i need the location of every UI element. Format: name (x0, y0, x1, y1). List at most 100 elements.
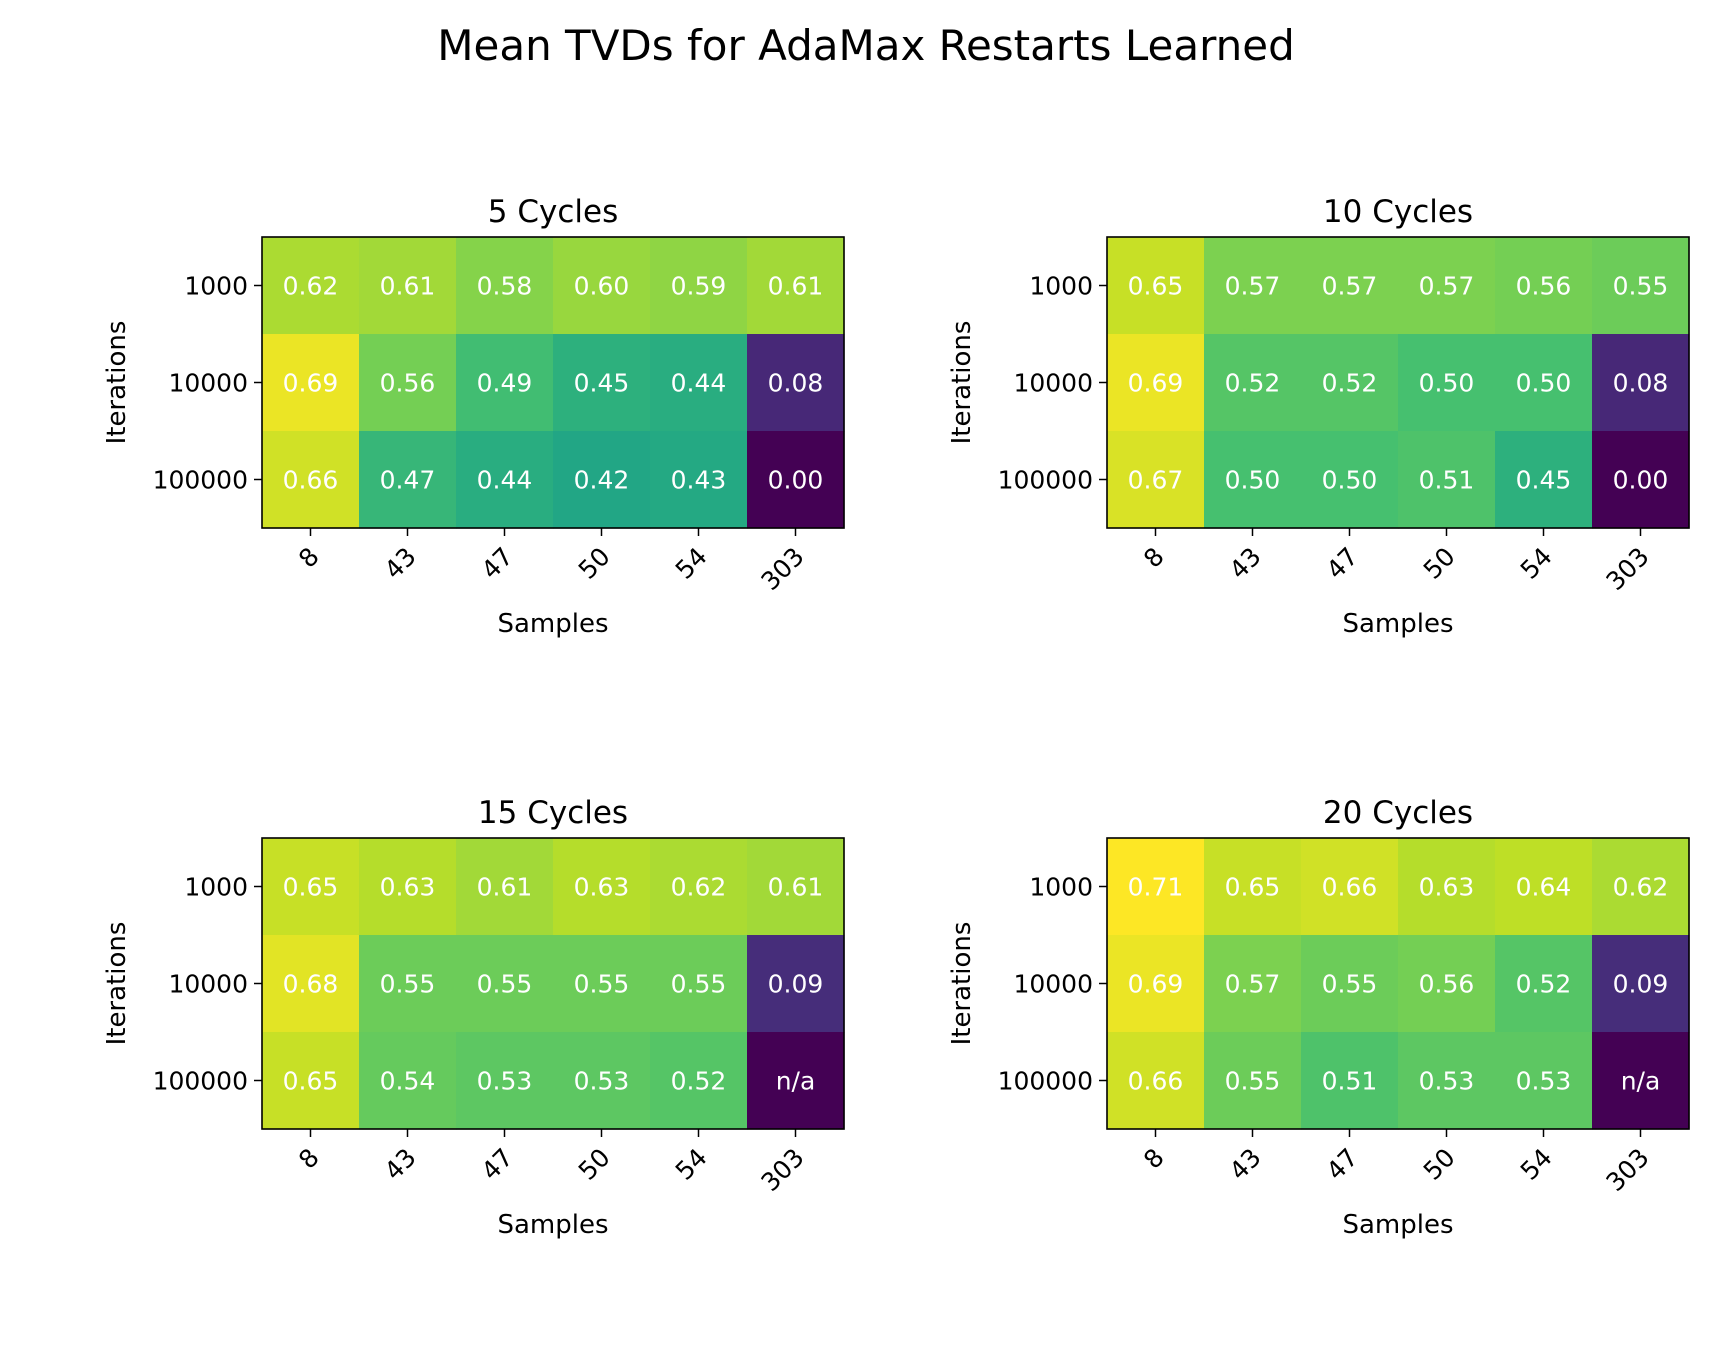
cell-label: 0.50 (1516, 369, 1572, 398)
x-tick-label: 50 (1418, 542, 1461, 585)
heatmap-cell (359, 935, 457, 1033)
cell-label: 0.65 (283, 1067, 339, 1096)
heatmap-cell (650, 838, 748, 936)
cell-label: 0.65 (1128, 272, 1184, 301)
x-tick-label: 47 (476, 1143, 519, 1186)
x-tick-label: 8 (1138, 542, 1170, 574)
cell-label: 0.44 (671, 369, 727, 398)
x-tick-label: 43 (1224, 1143, 1267, 1186)
heatmap-cell (747, 237, 845, 335)
heatmap-cell (1398, 431, 1496, 529)
x-tick-label: 54 (1515, 1143, 1558, 1186)
cell-label: 0.52 (671, 1067, 727, 1096)
cell-label: 0.45 (574, 369, 630, 398)
y-axis-label: Iterations (947, 922, 977, 1046)
cell-label: 0.65 (283, 873, 339, 902)
cell-label: 0.53 (1419, 1067, 1475, 1096)
cell-label: 0.55 (380, 970, 436, 999)
x-tick-label: 303 (755, 1143, 809, 1197)
panel-title: 5 Cycles (488, 194, 618, 230)
y-tick-label: 10000 (168, 970, 248, 999)
x-tick-label: 54 (1515, 542, 1558, 585)
cell-label: 0.52 (1516, 970, 1572, 999)
panel-title: 20 Cycles (1323, 795, 1473, 831)
x-tick-label: 8 (1138, 1143, 1170, 1175)
heatmap-cell (1592, 935, 1690, 1033)
x-axis-label: Samples (497, 1210, 608, 1240)
heatmap-cell (650, 431, 748, 529)
x-tick-label: 43 (379, 1143, 422, 1186)
cell-label: 0.65 (1225, 873, 1281, 902)
heatmap-cell (650, 935, 748, 1033)
heatmap-cell (262, 1032, 360, 1130)
cell-label: 0.63 (380, 873, 436, 902)
heatmap-cell (1398, 334, 1496, 432)
heatmap-cell (359, 334, 457, 432)
heatmap-cell (1204, 935, 1302, 1033)
y-axis-label: Iterations (947, 321, 977, 445)
panel-title: 15 Cycles (478, 795, 628, 831)
heatmap-cell (1398, 237, 1496, 335)
x-axis-label: Samples (1342, 1210, 1453, 1240)
x-axis-label: Samples (1342, 609, 1453, 639)
heatmap-panel: 5 Cycles 0.62 0.61 0.58 0.60 0.59 0.61 0.69 0.56… (102, 194, 845, 639)
cell-label: 0.09 (1613, 970, 1669, 999)
cell-label: 0.53 (1516, 1067, 1572, 1096)
heatmap-cell (456, 334, 554, 432)
cell-label: 0.56 (380, 369, 436, 398)
y-tick-label: 1000 (1029, 873, 1093, 902)
y-tick-label: 100000 (153, 1067, 248, 1096)
x-tick-label: 50 (573, 542, 616, 585)
cell-label: 0.63 (574, 873, 630, 902)
heatmap-cell (456, 1032, 554, 1130)
cell-label: n/a (1621, 1067, 1661, 1096)
cell-label: 0.55 (1225, 1067, 1281, 1096)
heatmap-cell (456, 237, 554, 335)
cell-label: 0.62 (1613, 873, 1669, 902)
heatmap-cell (1107, 334, 1205, 432)
heatmap-cell (1301, 935, 1399, 1033)
heatmap-cell (553, 1032, 651, 1130)
heatmap-cell (1592, 838, 1690, 936)
figure-title: Mean TVDs for AdaMax Restarts Learned (437, 21, 1295, 70)
cell-label: 0.55 (1322, 970, 1378, 999)
heatmap-cell (262, 334, 360, 432)
heatmap-cell (262, 935, 360, 1033)
cell-label: 0.43 (671, 466, 727, 495)
cell-label: 0.53 (574, 1067, 630, 1096)
y-tick-label: 1000 (184, 272, 248, 301)
cell-label: 0.08 (768, 369, 824, 398)
cell-label: 0.57 (1225, 970, 1281, 999)
y-axis-label: Iterations (102, 321, 132, 445)
heatmap-cell (1592, 1032, 1690, 1130)
heatmap-cell (553, 431, 651, 529)
cell-label: 0.59 (671, 272, 727, 301)
cell-label: 0.62 (671, 873, 727, 902)
heatmap-cell (1495, 237, 1593, 335)
x-tick-label: 43 (1224, 542, 1267, 585)
heatmap-cell (747, 935, 845, 1033)
cell-label: 0.71 (1128, 873, 1184, 902)
cell-label: 0.69 (1128, 369, 1184, 398)
heatmap-cell (1495, 334, 1593, 432)
cell-label: 0.67 (1128, 466, 1184, 495)
cell-label: 0.52 (1322, 369, 1378, 398)
cell-label: 0.51 (1322, 1067, 1378, 1096)
cell-label: 0.49 (477, 369, 533, 398)
cell-label: 0.53 (477, 1067, 533, 1096)
heatmap-cell (1495, 838, 1593, 936)
cell-label: 0.00 (768, 466, 824, 495)
cell-label: 0.62 (283, 272, 339, 301)
cell-label: 0.60 (574, 272, 630, 301)
heatmap-cell (553, 838, 651, 936)
cell-label: 0.61 (477, 873, 533, 902)
x-tick-label: 43 (379, 542, 422, 585)
x-tick-label: 47 (1321, 1143, 1364, 1186)
cell-label: 0.52 (1225, 369, 1281, 398)
y-tick-label: 1000 (1029, 272, 1093, 301)
x-tick-label: 50 (573, 1143, 616, 1186)
heatmap-cell (1398, 838, 1496, 936)
x-tick-label: 8 (293, 542, 325, 574)
heatmap-cell (359, 431, 457, 529)
